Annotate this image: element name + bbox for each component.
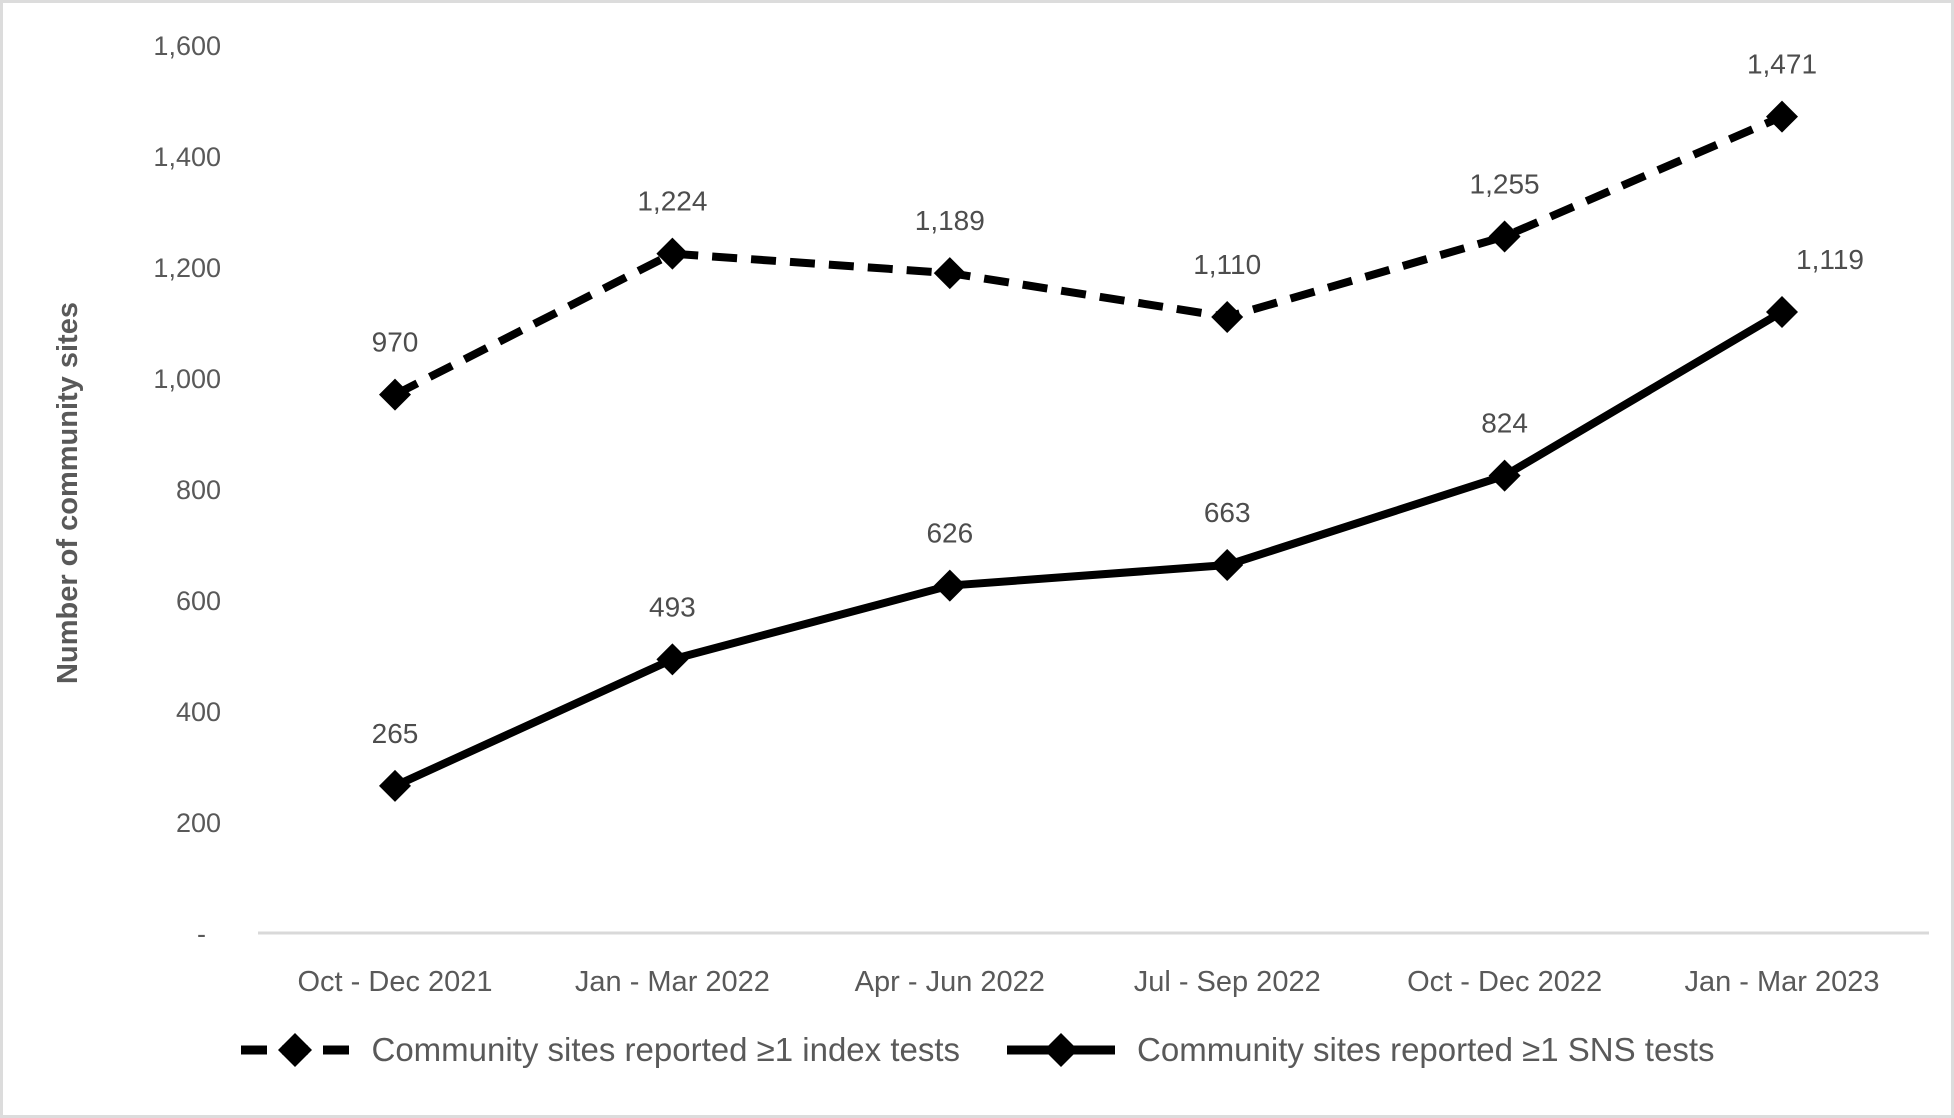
diamond-marker (379, 769, 411, 802)
diamond-marker (1211, 300, 1244, 333)
data-label: 265 (372, 718, 419, 749)
data-label: 1,471 (1747, 49, 1817, 80)
y-tick-label: 800 (176, 475, 221, 505)
y-tick-label: 200 (176, 808, 221, 838)
data-label: 663 (1204, 497, 1251, 528)
legend-item-sns-tests: Community sites reported ≥1 SNS tests (1005, 1031, 1715, 1069)
data-label: 1,189 (915, 205, 985, 236)
dashed-line-diamond-key-icon (241, 1033, 350, 1067)
x-axis-label: Oct - Dec 2022 (1407, 966, 1602, 998)
chart-svg: Number of community sites - 200 400 600 800 1,… (52, 31, 1929, 998)
diamond-marker (1211, 549, 1244, 582)
diamond-marker (933, 257, 966, 290)
y-tick-label: 1,000 (153, 364, 221, 394)
diamond-marker (656, 643, 689, 676)
data-label: 1,110 (1193, 249, 1261, 280)
diamond-marker (656, 237, 689, 270)
data-label: 1,224 (637, 186, 707, 217)
diamond-marker (1488, 459, 1521, 492)
sns-tests-line (393, 308, 1785, 790)
data-label: 1,255 (1470, 168, 1540, 199)
index-tests-line (393, 112, 1784, 399)
x-axis-label: Jan - Mar 2022 (575, 966, 770, 998)
chart-legend: Community sites reported ≥1 index tests … (3, 1015, 1951, 1085)
diamond-marker (1766, 295, 1798, 328)
x-axis-label: Jul - Sep 2022 (1134, 966, 1321, 998)
legend-label-sns-tests: Community sites reported ≥1 SNS tests (1137, 1031, 1715, 1068)
y-axis-title: Number of community sites (52, 302, 84, 684)
data-label: 1,119 (1796, 244, 1864, 275)
diamond-marker (1766, 100, 1798, 133)
diamond-marker (1488, 220, 1521, 253)
data-label: 493 (649, 591, 696, 622)
data-label: 626 (926, 518, 973, 549)
x-axis-label: Oct - Dec 2021 (297, 966, 492, 998)
y-tick-label: 400 (176, 697, 221, 727)
data-label: 824 (1481, 408, 1528, 439)
solid-line-diamond-key-icon (1007, 1033, 1116, 1067)
legend-item-index-tests: Community sites reported ≥1 index tests (239, 1031, 960, 1069)
y-tick-label: - (197, 919, 206, 949)
y-tick-label: 1,400 (153, 142, 221, 172)
y-tick-label: 1,200 (153, 253, 221, 283)
x-axis-label: Jan - Mar 2023 (1684, 966, 1879, 998)
x-axis-label: Apr - Jun 2022 (855, 966, 1045, 998)
diamond-marker (379, 378, 411, 411)
legend-label-index-tests: Community sites reported ≥1 index tests (371, 1031, 961, 1068)
y-tick-label: 1,600 (153, 31, 221, 61)
data-label: 970 (372, 327, 419, 358)
y-tick-label: 600 (176, 586, 221, 616)
diamond-marker (933, 569, 966, 602)
